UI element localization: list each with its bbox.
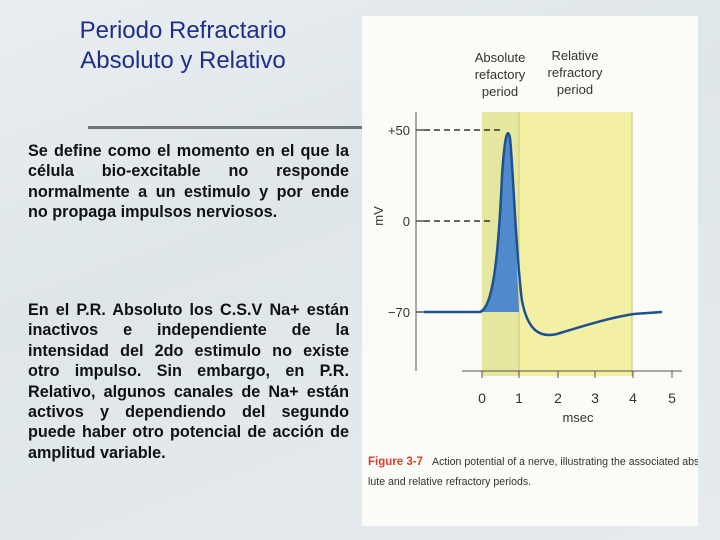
caption-line-2: lute and relative refractory periods. bbox=[368, 476, 531, 488]
explanation-paragraph: En el P.R. Absoluto los C.S.V Na+ están … bbox=[28, 301, 349, 462]
title-line-1: Periodo Refractario bbox=[79, 17, 287, 44]
absolute-label-line1: Absolute bbox=[475, 50, 526, 65]
relative-label-line3: period bbox=[557, 82, 593, 97]
title-line-2: Absoluto y Relativo bbox=[80, 47, 286, 74]
caption-label: Figure 3-7 bbox=[368, 456, 423, 468]
x-tick-label-2: 2 bbox=[554, 390, 562, 406]
x-axis-label: msec bbox=[562, 410, 594, 425]
x-tick-label-5: 5 bbox=[668, 390, 676, 406]
action-potential-curve bbox=[424, 132, 663, 337]
y-tick-label-plus50: +50 bbox=[388, 123, 410, 138]
relative-period-band bbox=[519, 112, 632, 376]
x-tick-label-1: 1 bbox=[515, 390, 523, 406]
y-axis-label: mV bbox=[371, 206, 386, 226]
relative-label-line2: refractory bbox=[548, 65, 603, 80]
absolute-label-line2: refactory bbox=[475, 67, 526, 82]
relative-label-line1: Relative bbox=[552, 48, 599, 63]
x-tick-label-4: 4 bbox=[629, 390, 637, 406]
action-potential-diagram: Absolute refactory period Relative refra… bbox=[368, 48, 698, 488]
y-tick-label-zero: 0 bbox=[403, 214, 410, 229]
action-potential-figure: Absolute refactory period Relative refra… bbox=[362, 16, 698, 526]
slide-title: Periodo Refractario Absoluto y Relativo bbox=[18, 16, 348, 76]
y-tick-label-minus70: −70 bbox=[388, 305, 410, 320]
title-divider bbox=[88, 126, 363, 129]
definition-paragraph: Se define como el momento en el que la c… bbox=[28, 142, 349, 222]
x-tick-label-3: 3 bbox=[591, 390, 599, 406]
absolute-label-line3: period bbox=[482, 84, 518, 99]
caption-line-1: Action potential of a nerve, illustratin… bbox=[432, 456, 698, 468]
x-tick-label-0: 0 bbox=[478, 390, 486, 406]
